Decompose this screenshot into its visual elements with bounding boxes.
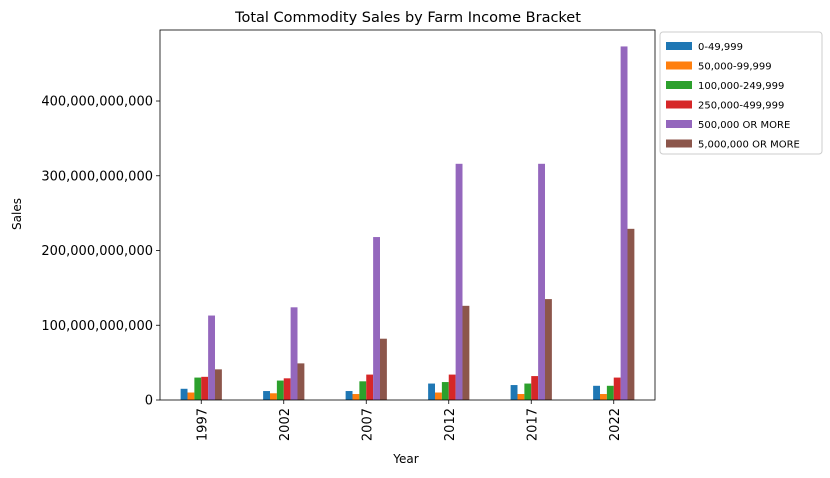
bar-1997-series-3 xyxy=(201,376,209,400)
y-tick-label: 200,000,000,000 xyxy=(41,244,153,259)
bar-2002-series-1 xyxy=(270,393,277,400)
y-tick-label: 300,000,000,000 xyxy=(41,169,153,184)
x-tick-label: 2012 xyxy=(443,408,458,441)
bar-2017-series-0 xyxy=(510,385,518,400)
bar-1997-series-0 xyxy=(180,388,188,400)
x-tick-label: 1997 xyxy=(195,408,210,441)
bar-2017-series-4 xyxy=(538,163,545,400)
bar-2012-series-4 xyxy=(455,163,463,400)
legend-swatch xyxy=(666,139,692,148)
bar-2017-series-5 xyxy=(545,299,552,400)
bar-2002-series-4 xyxy=(290,307,298,400)
legend: 0-49,999 50,000-99,999 100,000-249,999 250,… xyxy=(659,31,823,155)
y-tick-label: 400,000,000,000 xyxy=(41,95,153,110)
bar-1997-series-1 xyxy=(187,392,195,400)
bar-1997-series-4 xyxy=(208,315,215,400)
legend-label: 5,000,000 OR MORE xyxy=(698,140,800,151)
bar-2002-series-0 xyxy=(263,391,270,400)
bar-2012-series-0 xyxy=(428,383,435,400)
bar-2022-series-2 xyxy=(606,385,614,400)
bar-2017-series-2 xyxy=(524,383,532,400)
y-tick-label: 0 xyxy=(145,394,153,409)
bar-1997-series-5 xyxy=(215,369,222,400)
bar-2022-series-5 xyxy=(627,228,635,400)
legend-label: 250,000-499,999 xyxy=(698,101,784,112)
bar-1997-series-2 xyxy=(194,377,202,400)
bar-2007-series-2 xyxy=(359,381,367,400)
bar-2002-series-3 xyxy=(283,378,291,400)
plot-frame xyxy=(159,29,656,401)
legend-swatch xyxy=(666,61,692,70)
bar-2022-series-4 xyxy=(620,46,628,400)
x-tick-label: 2017 xyxy=(525,408,540,441)
bar-2002-series-2 xyxy=(276,380,284,400)
x-tick-label: 2022 xyxy=(608,408,623,441)
bar-2007-series-4 xyxy=(373,237,380,400)
legend-label: 0-49,999 xyxy=(698,42,743,53)
y-tick-label: 100,000,000,000 xyxy=(41,319,153,334)
x-tick-label: 2007 xyxy=(360,408,375,441)
bar-2017-series-3 xyxy=(531,376,539,400)
bar-2007-series-1 xyxy=(352,394,360,400)
chart-title: Total Commodity Sales by Farm Income Bra… xyxy=(234,10,581,26)
bar-2007-series-5 xyxy=(380,338,387,400)
bar-2012-series-1 xyxy=(435,392,442,400)
x-axis-label: Year xyxy=(392,452,418,466)
legend-box xyxy=(659,31,823,155)
plot-area: 0 100,000,000,000 200,000,000,000 300,000,0… xyxy=(41,29,656,441)
legend-label: 100,000-249,999 xyxy=(698,81,784,92)
legend-label: 50,000-99,999 xyxy=(698,62,772,73)
bar-2012-series-2 xyxy=(441,382,449,400)
bar-2022-series-3 xyxy=(613,377,621,400)
bar-2012-series-5 xyxy=(462,305,470,400)
bar-2012-series-3 xyxy=(448,374,456,400)
bar-2017-series-1 xyxy=(517,394,525,400)
bar-2022-series-1 xyxy=(600,394,607,400)
legend-swatch xyxy=(666,81,692,89)
legend-swatch xyxy=(666,100,692,109)
legend-swatch xyxy=(666,120,692,128)
legend-swatch xyxy=(666,42,692,50)
legend-label: 500,000 OR MORE xyxy=(698,120,790,131)
bar-2002-series-5 xyxy=(297,363,305,400)
bar-2007-series-0 xyxy=(345,391,353,400)
bar-2007-series-3 xyxy=(366,374,374,400)
x-tick-label: 2002 xyxy=(278,408,293,441)
y-axis-label: Sales xyxy=(10,198,24,230)
bar-2022-series-0 xyxy=(593,385,600,400)
